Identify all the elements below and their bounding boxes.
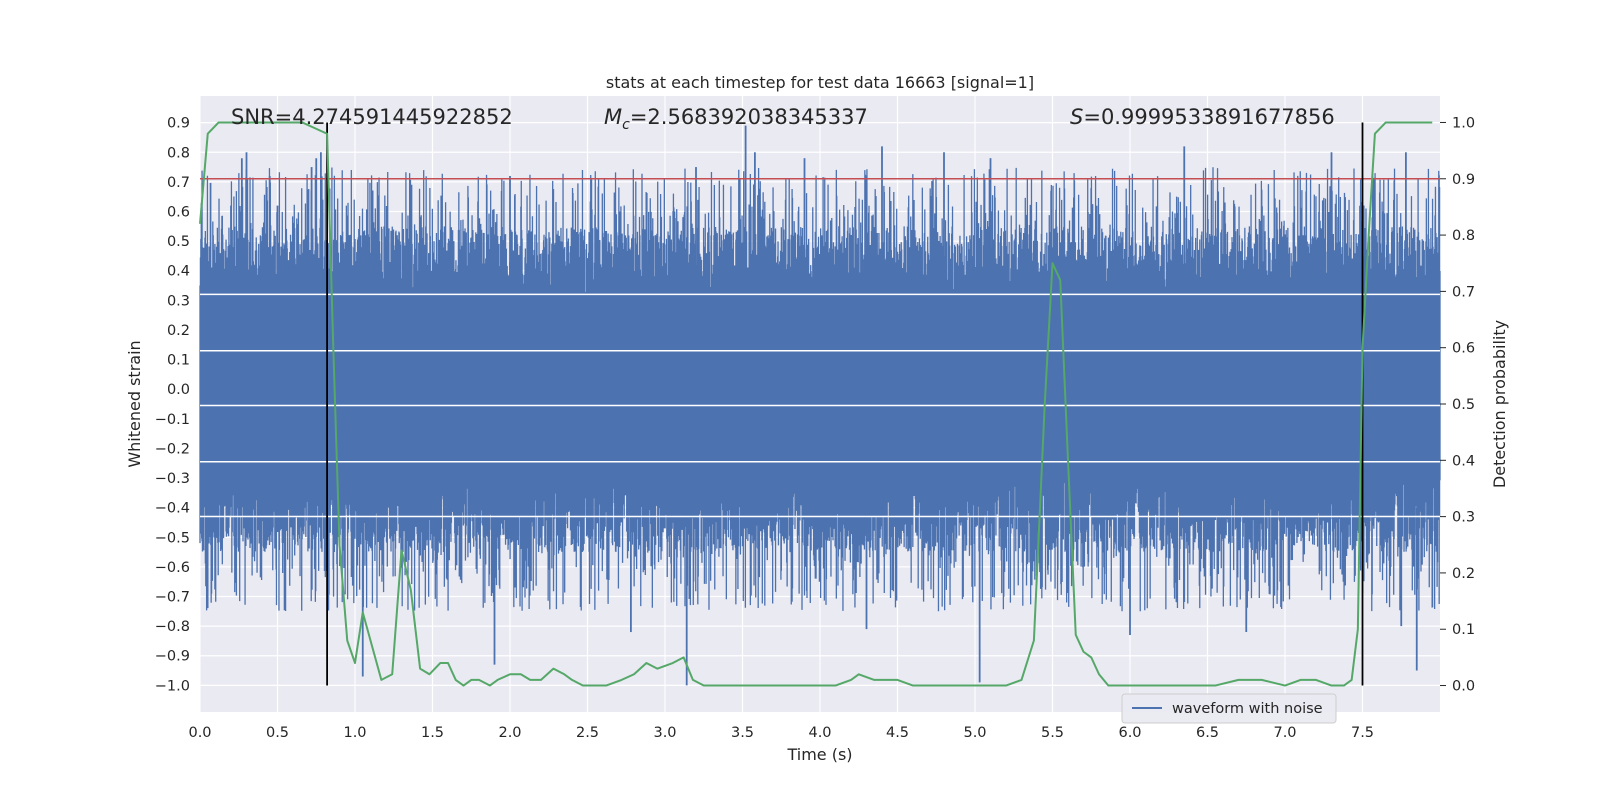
x-tick-label-5: 2.5 bbox=[576, 725, 599, 741]
x-tick-label-13: 6.5 bbox=[1196, 725, 1219, 741]
y2-tick-label-0: 1.0 bbox=[1452, 115, 1475, 131]
y-tick-label-0: 0.9 bbox=[167, 116, 190, 132]
x-tick-label-14: 7.0 bbox=[1273, 725, 1296, 741]
y-tick-label-6: 0.3 bbox=[167, 293, 190, 309]
y2-tick-label-1: 0.9 bbox=[1452, 172, 1475, 188]
y2-axis-label: Detection probability bbox=[1490, 320, 1509, 488]
chart-title: stats at each timestep for test data 166… bbox=[606, 73, 1034, 92]
y-tick-label-16: −0.7 bbox=[155, 590, 190, 606]
x-tick-label-6: 3.0 bbox=[653, 725, 676, 741]
y2-tick-label-7: 0.3 bbox=[1452, 510, 1475, 526]
y2-tick-label-4: 0.6 bbox=[1452, 341, 1475, 357]
y-tick-label-5: 0.4 bbox=[167, 264, 190, 280]
score-value: =0.9999533891677856 bbox=[1083, 105, 1334, 129]
y-tick-label-9: 0.0 bbox=[167, 382, 190, 398]
y-tick-label-4: 0.5 bbox=[167, 234, 190, 250]
y-tick-label-3: 0.6 bbox=[167, 205, 190, 221]
y2-axis-ticks: 1.0 0.9 0.8 0.7 0.6 0.5 0.4 0.3 0.2 0.1 0.0 bbox=[1440, 115, 1475, 695]
y2-tick-label-2: 0.8 bbox=[1452, 228, 1475, 244]
x-tick-label-10: 5.0 bbox=[963, 725, 986, 741]
y-tick-label-8: 0.1 bbox=[167, 353, 190, 369]
y2-tick-label-3: 0.7 bbox=[1452, 284, 1475, 300]
y-tick-label-12: −0.3 bbox=[155, 471, 190, 487]
detection-probability-series bbox=[199, 121, 1433, 687]
x-tick-label-11: 5.5 bbox=[1041, 725, 1064, 741]
x-tick-label-4: 2.0 bbox=[498, 725, 521, 741]
x-axis-ticks: 0.0 0.5 1.0 1.5 2.0 2.5 3.0 3.5 4.0 4.5 5.0 5.5 6.0 6… bbox=[188, 725, 1374, 741]
y-tick-label-14: −0.5 bbox=[155, 530, 190, 546]
y2-tick-label-9: 0.1 bbox=[1452, 622, 1475, 638]
x-tick-label-8: 4.0 bbox=[808, 725, 831, 741]
y-tick-label-2: 0.7 bbox=[167, 175, 190, 191]
x-tick-label-1: 0.5 bbox=[266, 725, 289, 741]
y-tick-label-11: −0.2 bbox=[155, 441, 190, 457]
chirp-mass-annotation: Mc=2.568392038345337 bbox=[604, 105, 868, 133]
y-tick-label-19: −1.0 bbox=[155, 678, 190, 694]
y-tick-label-1: 0.8 bbox=[167, 145, 190, 161]
legend-label: waveform with noise bbox=[1172, 701, 1323, 717]
chirp-mass-value: =2.568392038345337 bbox=[630, 105, 868, 129]
x-axis-label: Time (s) bbox=[786, 745, 852, 764]
snr-annotation: SNR=4.274591445922852 bbox=[231, 105, 513, 129]
waveform-trace bbox=[199, 167, 1441, 612]
y2-tick-label-5: 0.5 bbox=[1452, 397, 1475, 413]
y-tick-label-15: −0.6 bbox=[155, 560, 190, 576]
score-symbol: S bbox=[1070, 105, 1083, 129]
probability-line bbox=[199, 121, 1433, 687]
y-tick-label-10: −0.1 bbox=[155, 412, 190, 428]
x-tick-label-15: 7.5 bbox=[1351, 725, 1374, 741]
x-tick-label-3: 1.5 bbox=[421, 725, 444, 741]
y-tick-label-17: −0.8 bbox=[155, 619, 190, 635]
x-tick-label-12: 6.0 bbox=[1118, 725, 1141, 741]
y-tick-label-7: 0.2 bbox=[167, 323, 190, 339]
chirp-mass-symbol: M bbox=[604, 105, 622, 129]
x-tick-label-2: 1.0 bbox=[343, 725, 366, 741]
score-annotation: S=0.9999533891677856 bbox=[1070, 105, 1335, 129]
x-tick-label-7: 3.5 bbox=[731, 725, 754, 741]
y2-tick-label-8: 0.2 bbox=[1452, 566, 1475, 582]
legend: waveform with noise bbox=[1121, 693, 1337, 724]
y-axis-ticks: 0.9 0.8 0.7 0.6 0.5 0.4 0.3 0.2 0.1 0.0 −0.1 −0.2 −0… bbox=[155, 116, 190, 695]
y-axis-label: Whitened strain bbox=[125, 340, 144, 467]
chirp-mass-subscript: c bbox=[622, 117, 630, 133]
x-tick-label-9: 4.5 bbox=[886, 725, 909, 741]
y2-tick-label-10: 0.0 bbox=[1452, 679, 1475, 695]
waveform-series bbox=[199, 125, 1441, 686]
y-tick-label-18: −0.9 bbox=[155, 649, 190, 665]
y2-tick-label-6: 0.4 bbox=[1452, 453, 1475, 469]
legend-box bbox=[1121, 693, 1337, 724]
y-tick-label-13: −0.4 bbox=[155, 501, 190, 517]
x-tick-label-0: 0.0 bbox=[188, 725, 211, 741]
